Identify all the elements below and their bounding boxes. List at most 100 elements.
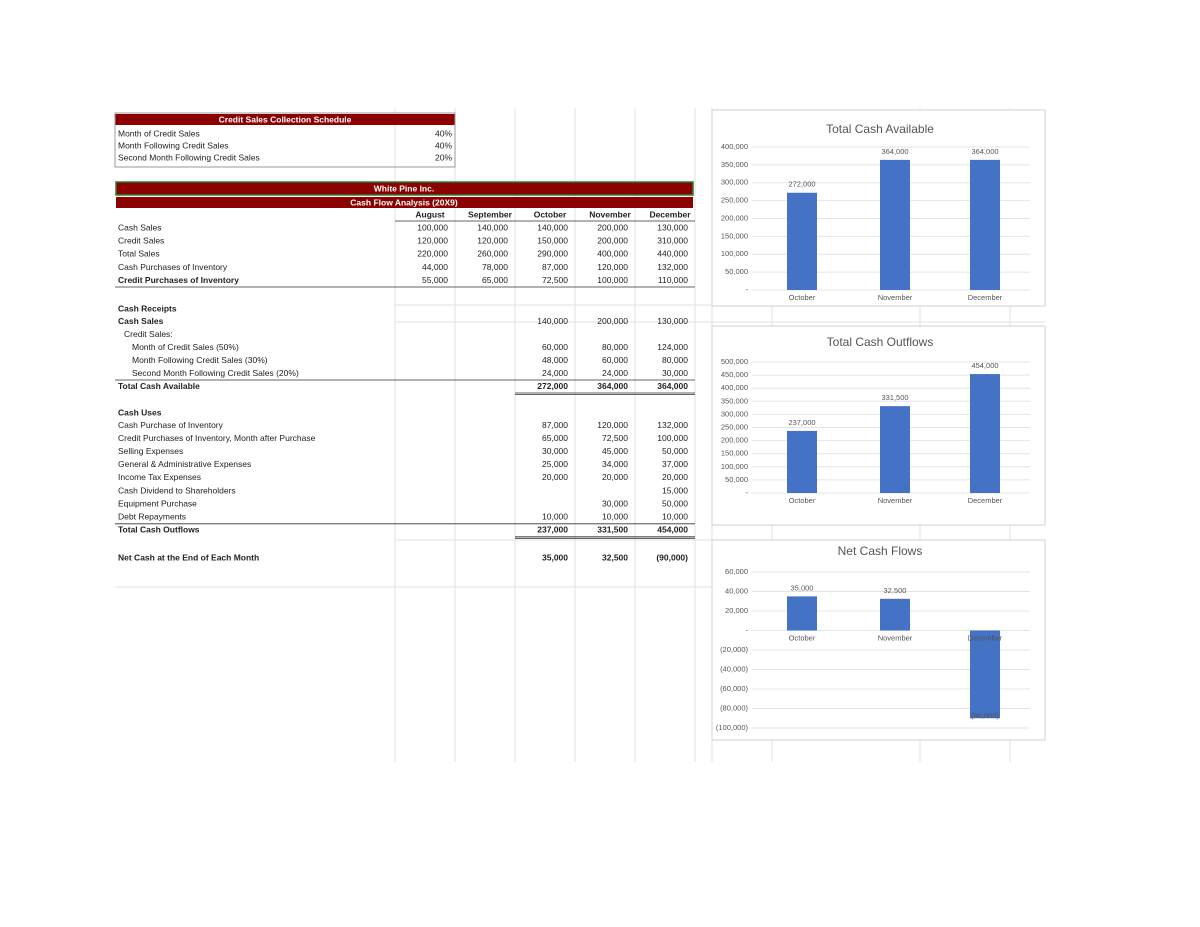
cell-value: 132,000 xyxy=(657,262,688,272)
cell-value: 30,000 xyxy=(662,368,688,378)
y-tick-label: 40,000 xyxy=(725,586,748,595)
cell-value: 364,000 xyxy=(657,381,688,391)
x-tick-label: October xyxy=(789,293,816,302)
cell-value: 100,000 xyxy=(417,222,448,232)
cell-value: 130,000 xyxy=(657,316,688,326)
cell-value: 20,000 xyxy=(542,472,568,482)
cell-value: 50,000 xyxy=(662,498,688,508)
x-tick-label: November xyxy=(878,633,913,642)
y-tick-label: 350,000 xyxy=(721,160,748,169)
cell-value: 40% xyxy=(435,140,452,150)
cell-value: 20,000 xyxy=(602,472,628,482)
cell-value: 45,000 xyxy=(602,446,628,456)
x-tick-label: October xyxy=(789,496,816,505)
data-label: (90,000) xyxy=(971,711,999,720)
row-label: Total Cash Available xyxy=(118,381,200,391)
company-header xyxy=(115,181,694,196)
row-label: Cash Sales xyxy=(118,222,161,232)
cell-value: 65,000 xyxy=(482,275,508,285)
x-tick-label: November xyxy=(878,293,913,302)
x-tick-label: October xyxy=(789,633,816,642)
data-label: 454,000 xyxy=(971,361,998,370)
column-header: August xyxy=(415,209,444,219)
cell-value: 260,000 xyxy=(477,249,508,259)
data-label: 272,000 xyxy=(788,180,815,189)
y-tick-label: 150,000 xyxy=(721,449,748,458)
data-label: 364,000 xyxy=(881,147,908,156)
column-header: November xyxy=(589,209,631,219)
cell-value: 140,000 xyxy=(537,222,568,232)
cell-value: 120,000 xyxy=(597,420,628,430)
cell-value: 30,000 xyxy=(602,498,628,508)
y-tick-label: 50,000 xyxy=(725,267,748,276)
analysis-title: Cash Flow Analysis (20X9) xyxy=(350,197,458,207)
y-tick-label: 350,000 xyxy=(721,396,748,405)
y-tick-label: 300,000 xyxy=(721,178,748,187)
bar xyxy=(880,406,910,493)
schedule-title: Credit Sales Collection Schedule xyxy=(219,114,352,124)
cell-value: 30,000 xyxy=(542,446,568,456)
cell-value: 60,000 xyxy=(602,355,628,365)
row-label: Cash Purchases of Inventory xyxy=(118,262,228,272)
row-label: Income Tax Expenses xyxy=(118,472,201,482)
cell-value: 120,000 xyxy=(417,235,448,245)
schedule-border xyxy=(114,112,456,168)
data-label: 32,500 xyxy=(884,586,907,595)
cell-value: 454,000 xyxy=(657,525,688,535)
data-label: 364,000 xyxy=(971,147,998,156)
y-tick-label: 450,000 xyxy=(721,370,748,379)
cell-value: 32,500 xyxy=(602,552,628,562)
section-heading: Cash Receipts xyxy=(118,303,177,313)
y-tick-label: (100,000) xyxy=(716,723,749,732)
bar xyxy=(970,374,1000,493)
cell-value: 200,000 xyxy=(597,222,628,232)
y-tick-label: 100,000 xyxy=(721,249,748,258)
bar xyxy=(787,430,817,493)
row-label: Month Following Credit Sales xyxy=(118,140,229,150)
cell-value: 55,000 xyxy=(422,275,448,285)
cell-value: 200,000 xyxy=(597,235,628,245)
cell-value: 124,000 xyxy=(657,342,688,352)
y-tick-label: 50,000 xyxy=(725,475,748,484)
y-tick-label: (20,000) xyxy=(720,645,748,654)
data-label: 237,000 xyxy=(788,418,815,427)
cell-value: 72,500 xyxy=(602,433,628,443)
cell-value: 132,000 xyxy=(657,420,688,430)
y-tick-label: 200,000 xyxy=(721,436,748,445)
row-label: Cash Sales xyxy=(118,316,164,326)
cell-value: 65,000 xyxy=(542,433,568,443)
x-tick-label: November xyxy=(878,496,913,505)
section-heading: Cash Uses xyxy=(118,407,162,417)
x-tick-label: December xyxy=(968,293,1003,302)
cell-value: 440,000 xyxy=(657,249,688,259)
y-tick-label: 400,000 xyxy=(721,142,748,151)
cell-value: 15,000 xyxy=(662,485,688,495)
cell-value: 24,000 xyxy=(542,368,568,378)
schedule-header xyxy=(115,114,455,125)
y-tick-label: (40,000) xyxy=(720,664,748,673)
cell-value: (90,000) xyxy=(656,552,688,562)
row-label: Credit Sales: xyxy=(124,329,173,339)
cell-value: 20,000 xyxy=(662,472,688,482)
cell-value: 237,000 xyxy=(537,525,568,535)
cell-value: 200,000 xyxy=(597,316,628,326)
cell-value: 20% xyxy=(435,152,452,162)
cell-value: 87,000 xyxy=(542,420,568,430)
row-label: Month of Credit Sales xyxy=(118,128,200,138)
cell-value: 80,000 xyxy=(602,342,628,352)
x-tick-label: December xyxy=(968,633,1003,642)
cell-value: 60,000 xyxy=(542,342,568,352)
cell-value: 50,000 xyxy=(662,446,688,456)
row-label: Debt Repayments xyxy=(118,511,186,521)
cell-value: 140,000 xyxy=(537,316,568,326)
bar xyxy=(787,192,817,290)
row-label: General & Administrative Expenses xyxy=(118,459,251,469)
chart-title: Total Cash Available xyxy=(826,122,934,136)
chart-title: Total Cash Outflows xyxy=(827,335,934,349)
cell-value: 220,000 xyxy=(417,249,448,259)
data-label: 35,000 xyxy=(791,583,814,592)
row-label: Total Cash Outflows xyxy=(118,525,200,535)
cell-value: 10,000 xyxy=(602,511,628,521)
cell-value: 24,000 xyxy=(602,368,628,378)
